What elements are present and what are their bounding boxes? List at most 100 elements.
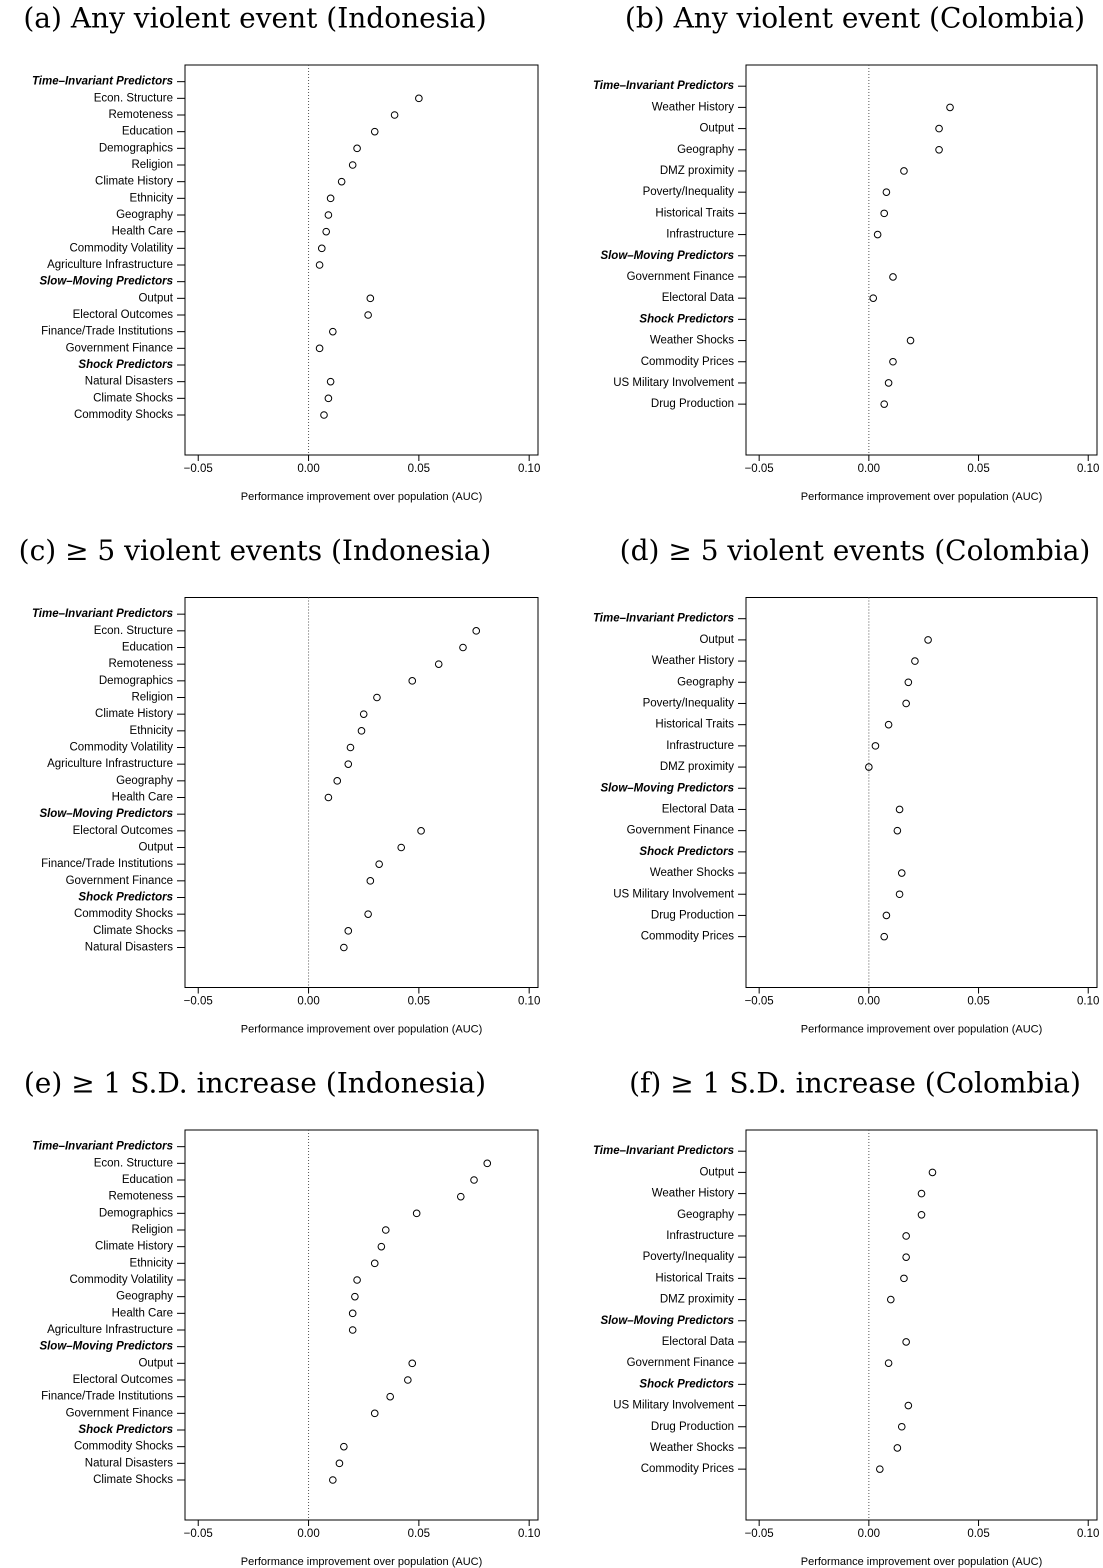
plot-box bbox=[745, 1129, 1098, 1521]
point bbox=[408, 1359, 417, 1368]
point bbox=[353, 1276, 361, 1284]
plot-box bbox=[745, 64, 1098, 456]
category-label: Commodity Volatility bbox=[69, 742, 173, 754]
category-label: Education bbox=[122, 642, 173, 654]
point bbox=[370, 1409, 379, 1418]
point bbox=[359, 710, 368, 718]
category-label: Health Care bbox=[112, 792, 173, 804]
point bbox=[370, 1259, 379, 1268]
point bbox=[935, 145, 943, 154]
point bbox=[889, 357, 897, 366]
category-label: Weather Shocks bbox=[650, 335, 734, 347]
category-label: Output bbox=[699, 1166, 734, 1178]
category-label: Electoral Outcomes bbox=[73, 825, 174, 837]
category-label: Weather History bbox=[652, 655, 734, 667]
point bbox=[917, 1210, 926, 1219]
point bbox=[884, 720, 893, 729]
category-label: Output bbox=[699, 634, 734, 646]
category-label: Remoteness bbox=[108, 1191, 173, 1203]
point bbox=[483, 1159, 492, 1168]
category-label: Weather History bbox=[652, 1188, 734, 1200]
category-label: Agriculture Infrastructure bbox=[47, 259, 173, 271]
x-axis-label: Performance improvement over population … bbox=[801, 1023, 1043, 1035]
category-label: Government Finance bbox=[627, 1357, 734, 1369]
group-label: Time–Invariant Predictors bbox=[32, 1141, 173, 1153]
point bbox=[935, 124, 943, 133]
category-label: Natural Disasters bbox=[85, 376, 173, 388]
point bbox=[326, 377, 335, 386]
category-label: DMZ proximity bbox=[660, 761, 734, 773]
point bbox=[924, 636, 932, 644]
point bbox=[390, 111, 399, 119]
point bbox=[902, 1232, 910, 1240]
group-label: Shock Predictors bbox=[639, 846, 734, 858]
category-label: Finance/Trade Institutions bbox=[41, 858, 173, 870]
group-label: Slow–Moving Predictors bbox=[600, 782, 734, 794]
point bbox=[315, 344, 324, 353]
point bbox=[344, 927, 353, 935]
group-label: Shock Predictors bbox=[78, 1424, 173, 1436]
x-tick-label: 0.05 bbox=[967, 996, 989, 1008]
point bbox=[902, 699, 910, 708]
x-tick-label: 0.10 bbox=[518, 1528, 540, 1540]
category-label: Geography bbox=[116, 775, 173, 787]
category-label: DMZ proximity bbox=[660, 165, 734, 177]
x-tick-label: −0.05 bbox=[745, 996, 774, 1008]
point bbox=[902, 1338, 910, 1346]
panel-title: (a) Any violent event (Indonesia) bbox=[23, 2, 486, 35]
category-label: Output bbox=[138, 842, 173, 854]
category-label: Electoral Data bbox=[662, 292, 735, 304]
category-label: Commodity Shocks bbox=[74, 409, 173, 421]
point bbox=[351, 1292, 359, 1301]
x-tick-label: 0.00 bbox=[297, 996, 319, 1008]
category-label: Climate Shocks bbox=[93, 392, 173, 404]
category-label: Electoral Outcomes bbox=[73, 309, 174, 321]
x-axis-label: Performance improvement over population … bbox=[241, 1023, 483, 1035]
category-label: Electoral Data bbox=[662, 1336, 735, 1348]
point bbox=[324, 211, 333, 219]
panel-title: (b) Any violent event (Colombia) bbox=[625, 2, 1085, 35]
point bbox=[882, 911, 891, 920]
category-label: Demographics bbox=[99, 1207, 173, 1219]
category-label: Agriculture Infrastructure bbox=[47, 1324, 173, 1336]
point bbox=[865, 763, 873, 771]
category-label: Electoral Outcomes bbox=[73, 1374, 174, 1386]
category-label: Demographics bbox=[99, 675, 173, 687]
category-label: Finance/Trade Institutions bbox=[41, 326, 173, 338]
category-label: Ethnicity bbox=[130, 725, 174, 737]
point bbox=[329, 327, 337, 336]
point bbox=[928, 1168, 937, 1177]
category-label: Weather History bbox=[652, 101, 734, 113]
category-label: Historical Traits bbox=[655, 719, 734, 731]
point bbox=[880, 932, 889, 941]
panel-title: (d) ≥ 5 violent events (Colombia) bbox=[620, 534, 1091, 567]
category-label: DMZ proximity bbox=[660, 1294, 734, 1306]
x-tick-label: −0.05 bbox=[184, 463, 213, 475]
category-label: Infrastructure bbox=[666, 229, 734, 241]
category-label: Commodity Prices bbox=[641, 1463, 735, 1475]
group-label: Time–Invariant Predictors bbox=[593, 80, 734, 92]
point bbox=[884, 1359, 893, 1367]
point bbox=[895, 890, 904, 899]
x-tick-label: −0.05 bbox=[184, 1528, 213, 1540]
category-label: Geography bbox=[677, 676, 734, 688]
group-label: Slow–Moving Predictors bbox=[39, 808, 173, 820]
group-label: Slow–Moving Predictors bbox=[39, 276, 173, 288]
category-label: Education bbox=[122, 1174, 173, 1186]
x-axis-label: Performance improvement over population … bbox=[801, 491, 1043, 503]
group-label: Shock Predictors bbox=[639, 1378, 734, 1390]
category-label: Econ. Structure bbox=[94, 92, 173, 104]
group-label: Time–Invariant Predictors bbox=[593, 1145, 734, 1157]
category-label: Government Finance bbox=[66, 342, 173, 354]
x-tick-label: 0.10 bbox=[518, 996, 540, 1008]
point bbox=[373, 693, 381, 702]
category-label: Religion bbox=[131, 692, 173, 704]
group-label: Time–Invariant Predictors bbox=[32, 608, 173, 620]
category-label: Weather Shocks bbox=[650, 867, 734, 879]
group-label: Shock Predictors bbox=[78, 892, 173, 904]
point bbox=[893, 1444, 902, 1452]
point bbox=[417, 827, 425, 835]
point bbox=[366, 294, 375, 303]
point bbox=[408, 677, 417, 685]
category-label: Drug Production bbox=[651, 909, 734, 921]
